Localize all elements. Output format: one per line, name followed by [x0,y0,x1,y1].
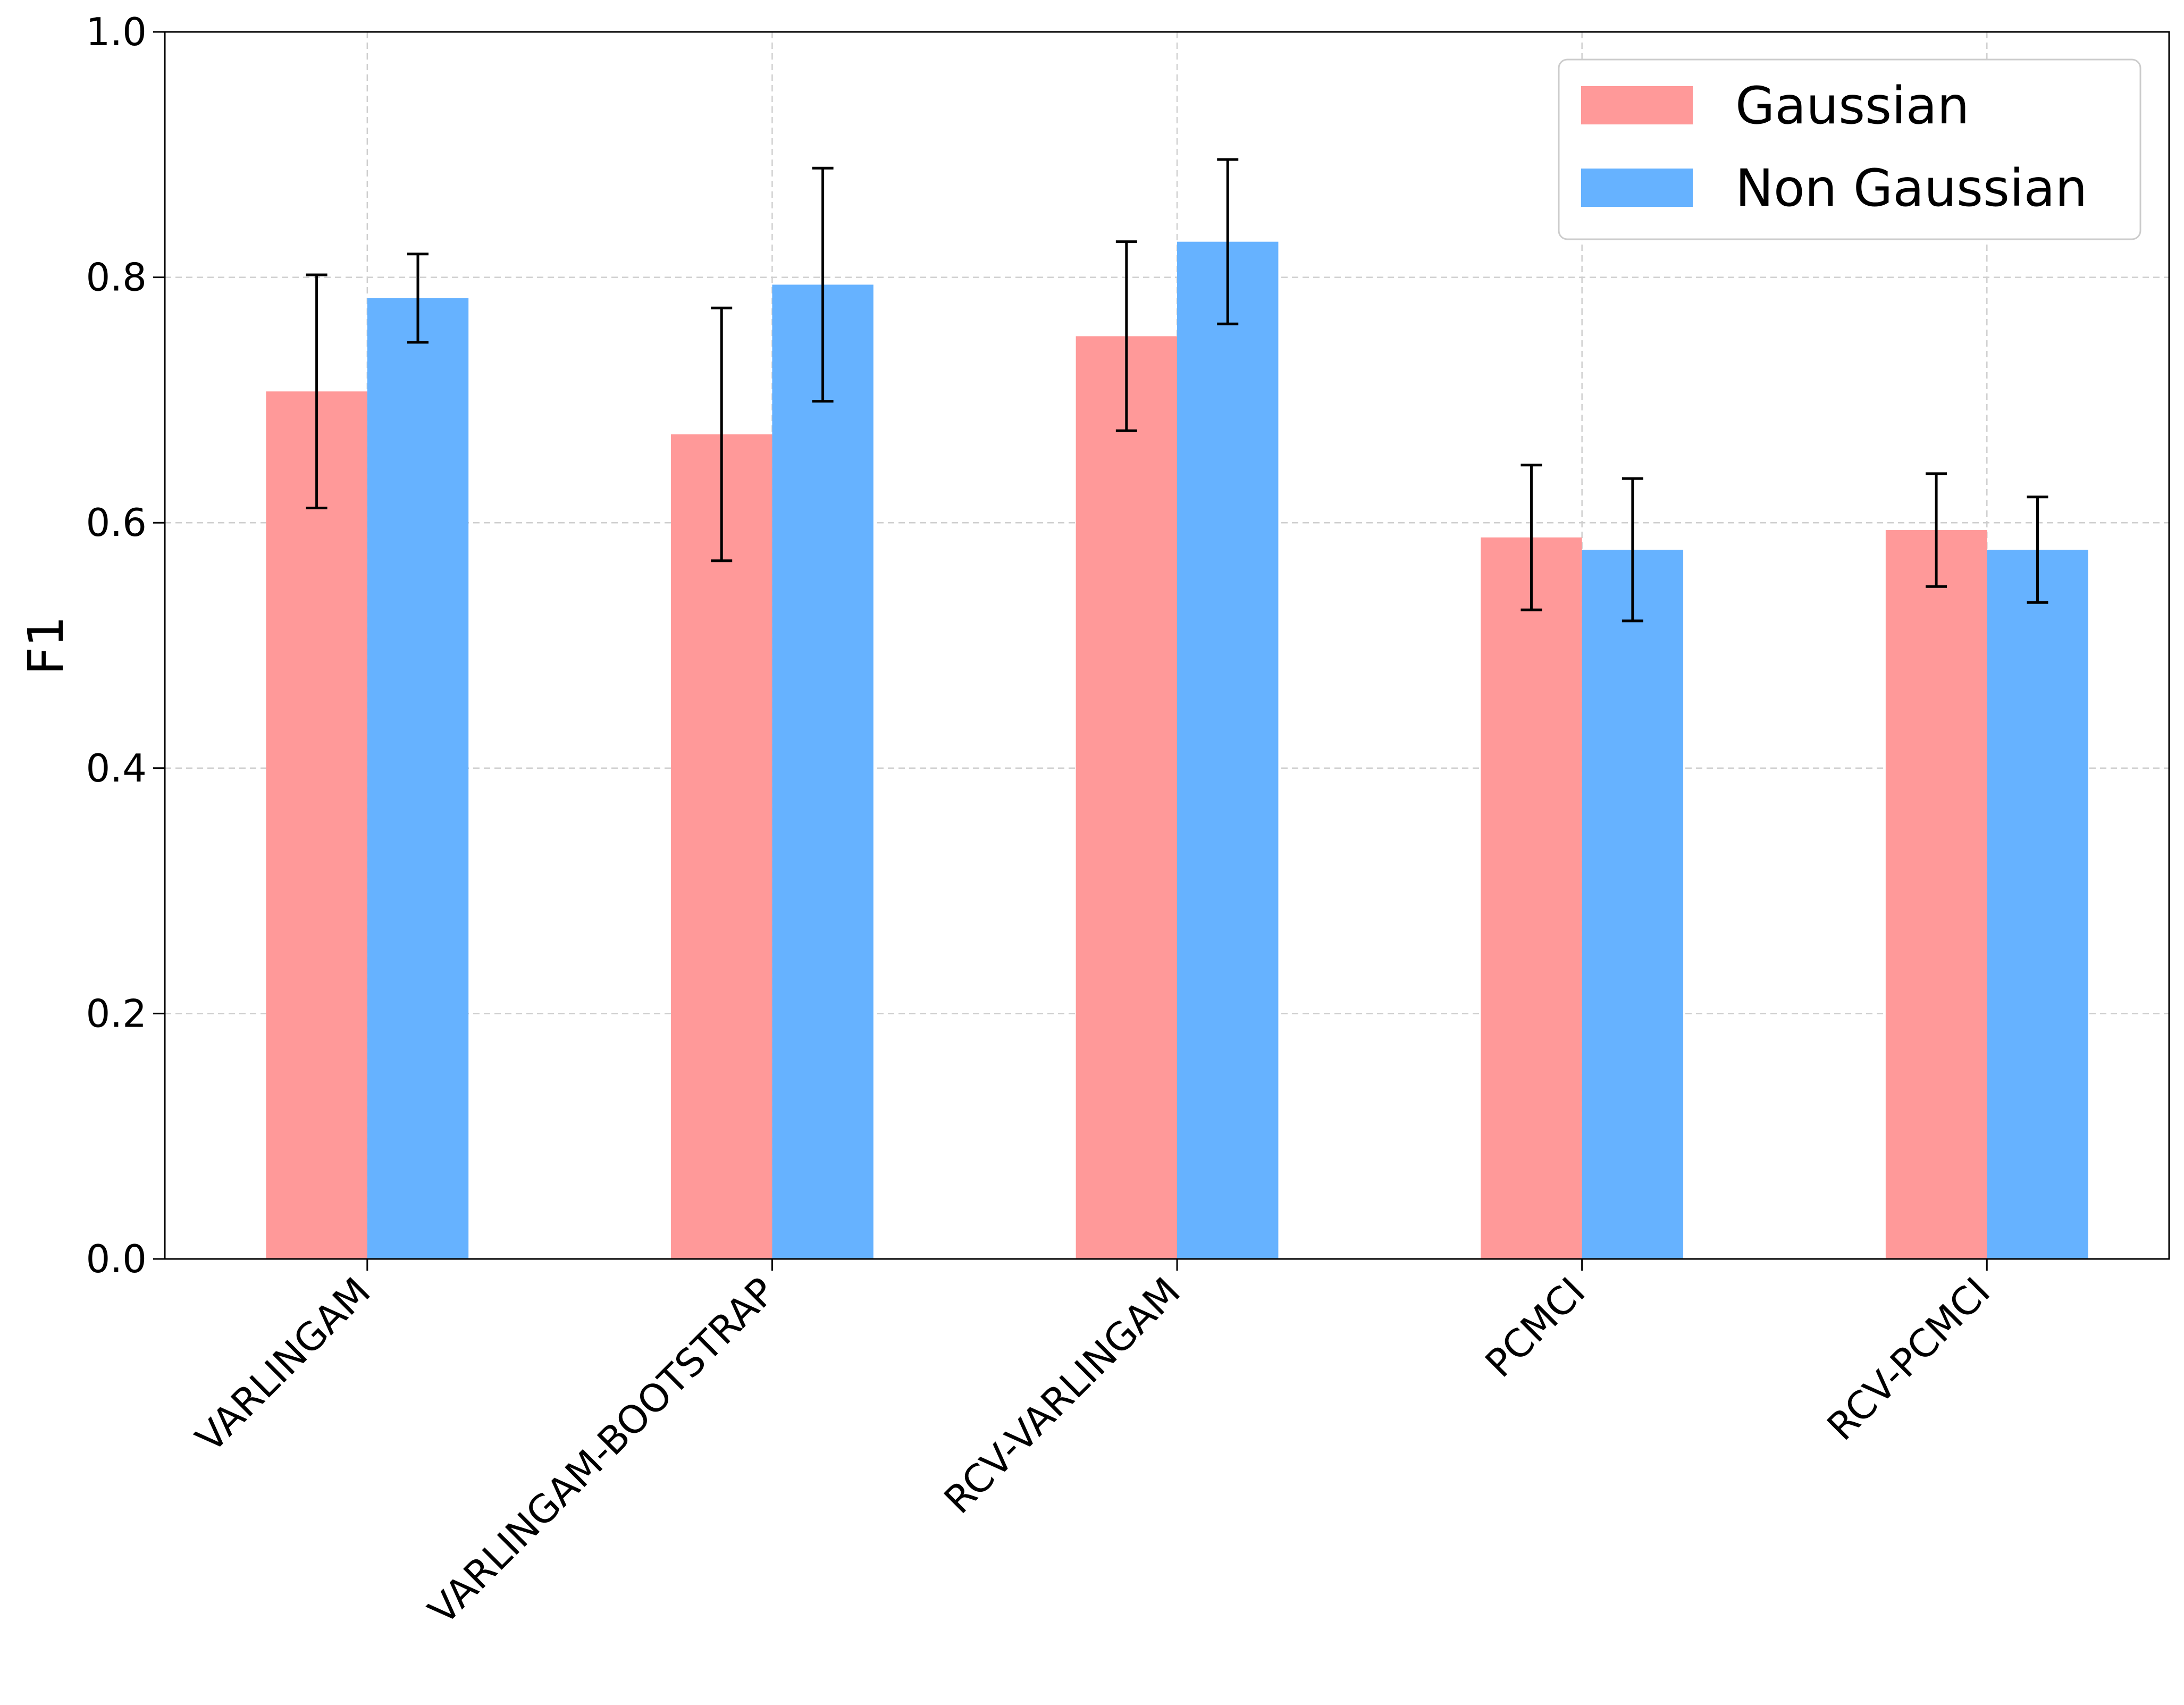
bar-non-gaussian-pcmci [1582,549,1684,1259]
legend-box [1558,58,2141,240]
y-tick-label-4: 0.8 [86,255,147,300]
x-tick-label-1: VARLINGAM-BOOTSTRAP [420,1269,784,1633]
y-tick-label-5: 1.0 [86,10,147,54]
legend-label-0: Gaussian [1735,76,1969,136]
y-axis-ticks: 0.0 0.2 0.4 0.6 0.8 1.0 [86,10,165,1281]
plot-frame [164,31,2170,1260]
bar-non-gaussian-varlingam [367,298,469,1259]
bars [266,241,2088,1259]
y-tick-label-0: 0.0 [86,1237,147,1281]
x-tick-label-4: RCV-PCMCI [1819,1269,1999,1449]
bar-gaussian-varlingam [266,391,367,1259]
error-bars [306,158,2048,623]
bar-gaussian-rcv-varlingam [1076,336,1178,1259]
bar-gaussian-pcmci [1481,537,1582,1259]
x-tick-label-0: VARLINGAM [187,1269,379,1461]
legend-swatch-0 [1581,86,1693,124]
legend-label-1: Non Gaussian [1735,158,2087,218]
x-tick-label-3: PCMCI [1477,1269,1594,1386]
y-tick-label-1: 0.2 [86,991,147,1036]
legend: Gaussian Non Gaussian [1558,58,2141,240]
bar-gaussian-rcv-pcmci [1885,530,1987,1259]
legend-swatch-1 [1581,169,1693,207]
x-axis-ticks: VARLINGAM VARLINGAM-BOOTSTRAP RCV-VARLINGA… [187,1259,1998,1633]
y-tick-label-2: 0.4 [86,746,147,791]
bar-non-gaussian-varlingam-bootstrap [772,284,873,1259]
x-tick-label-2: RCV-VARLINGAM [936,1269,1189,1522]
bar-gaussian-varlingam-bootstrap [671,434,772,1259]
bar-non-gaussian-rcv-varlingam [1177,241,1279,1259]
bar-non-gaussian-rcv-pcmci [1987,549,2088,1259]
y-axis-label: F1 [18,616,74,675]
y-tick-label-3: 0.6 [86,500,147,545]
